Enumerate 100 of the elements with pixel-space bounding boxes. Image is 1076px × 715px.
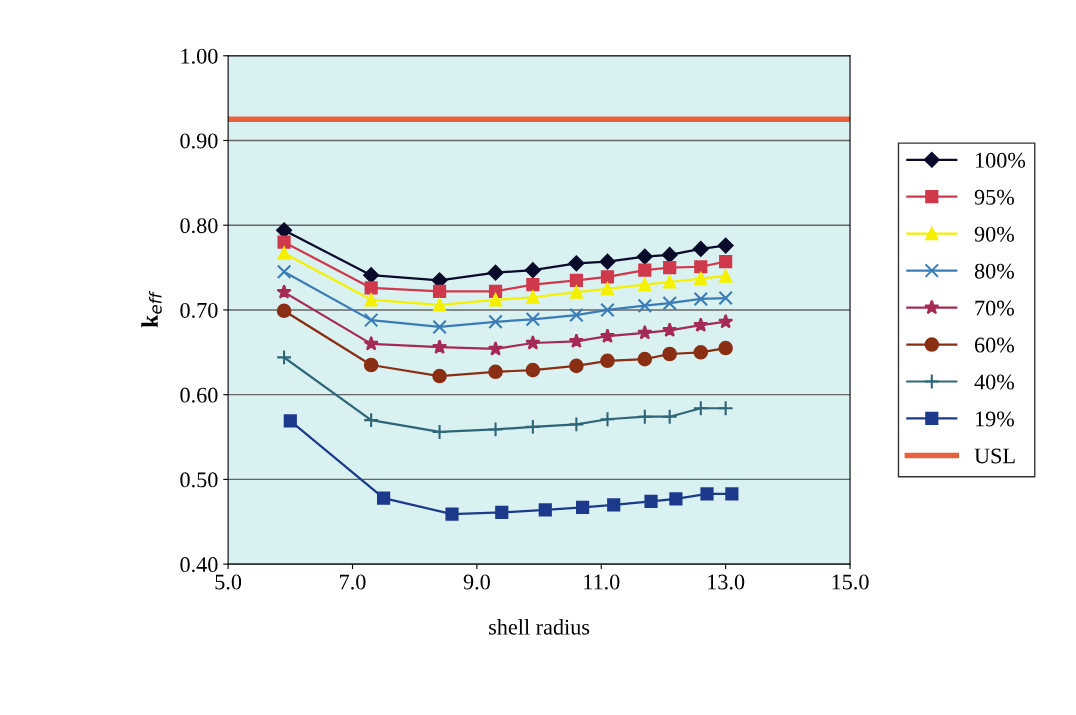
point [526, 290, 540, 304]
point [692, 400, 709, 417]
point [526, 277, 540, 292]
point [568, 416, 585, 433]
point [663, 260, 677, 275]
legend-label: 40% [974, 374, 1014, 390]
point [276, 349, 293, 366]
legend-label: USL [974, 448, 1015, 464]
x-tick-label: 7.0 [340, 574, 366, 590]
point [524, 418, 541, 435]
x-tick-label: 13.0 [708, 574, 745, 590]
point [717, 237, 734, 254]
y-axis-title: k$_{eff}$ [141, 290, 162, 328]
point [644, 494, 658, 509]
legend-label: 70% [975, 300, 1014, 316]
point [718, 340, 733, 356]
point [661, 246, 678, 263]
point [662, 322, 678, 337]
point [719, 255, 733, 269]
point [487, 264, 504, 281]
y-tick-label: 0.60 [180, 387, 218, 403]
point [718, 313, 734, 329]
point [638, 277, 652, 292]
point [363, 412, 380, 429]
point [718, 290, 733, 306]
point [569, 307, 584, 323]
legend-label: 100% [975, 152, 1026, 168]
point [432, 284, 447, 298]
y-tick-label: 0.80 [180, 218, 218, 234]
point [637, 351, 653, 367]
x-tick-label: 5.0 [215, 574, 242, 590]
point [568, 333, 585, 348]
point [276, 264, 292, 280]
y-tick-label: 0.70 [180, 302, 218, 318]
point [525, 335, 541, 350]
x-tick-label: 15.0 [832, 574, 869, 590]
point [432, 298, 447, 312]
point [662, 295, 677, 311]
y-tick-label: 0.40 [180, 557, 218, 573]
point [599, 411, 616, 428]
point [432, 319, 447, 335]
point [488, 314, 503, 330]
point [276, 303, 292, 319]
point [487, 340, 504, 356]
point [538, 503, 552, 517]
x-tick-label: 9.0 [463, 574, 490, 590]
point [525, 362, 541, 378]
point [694, 272, 708, 286]
point [576, 500, 590, 514]
point [363, 357, 379, 373]
point [599, 253, 616, 270]
point [283, 414, 297, 428]
point [637, 298, 653, 314]
legend-label: 60% [974, 337, 1014, 353]
point [663, 275, 677, 289]
point [445, 507, 459, 521]
y-tick-label: 0.90 [180, 133, 218, 149]
point [636, 248, 653, 265]
point [364, 281, 378, 295]
point [363, 312, 379, 328]
point [636, 408, 653, 425]
y-tick-label: 1.00 [181, 48, 218, 64]
point [363, 267, 380, 284]
point [525, 311, 541, 327]
y-tick-label: 0.50 [180, 472, 218, 488]
point [431, 423, 448, 440]
point [569, 273, 583, 287]
point [725, 487, 739, 501]
point [569, 285, 583, 299]
point [600, 353, 615, 369]
point [693, 291, 709, 307]
point [637, 324, 653, 340]
point [488, 293, 503, 307]
point [717, 400, 734, 417]
point [692, 241, 709, 257]
point [495, 505, 509, 520]
point [661, 408, 678, 425]
point [524, 262, 541, 279]
point [599, 328, 616, 343]
x-axis-title: shell radius [489, 619, 590, 635]
point [431, 339, 448, 354]
point [700, 487, 714, 501]
point [276, 284, 292, 299]
point [719, 269, 733, 283]
point [363, 335, 379, 351]
point [432, 368, 447, 384]
point [600, 270, 615, 284]
point [607, 498, 621, 512]
point [694, 260, 708, 274]
legend-label: 90% [974, 226, 1014, 242]
point [364, 293, 378, 307]
point [600, 282, 615, 296]
point [569, 358, 584, 374]
point [487, 421, 504, 438]
point [669, 492, 683, 506]
point [638, 263, 652, 277]
point [277, 235, 291, 249]
legend-label: 80% [974, 263, 1014, 279]
legend-label: 95% [974, 189, 1014, 205]
point [662, 346, 677, 362]
